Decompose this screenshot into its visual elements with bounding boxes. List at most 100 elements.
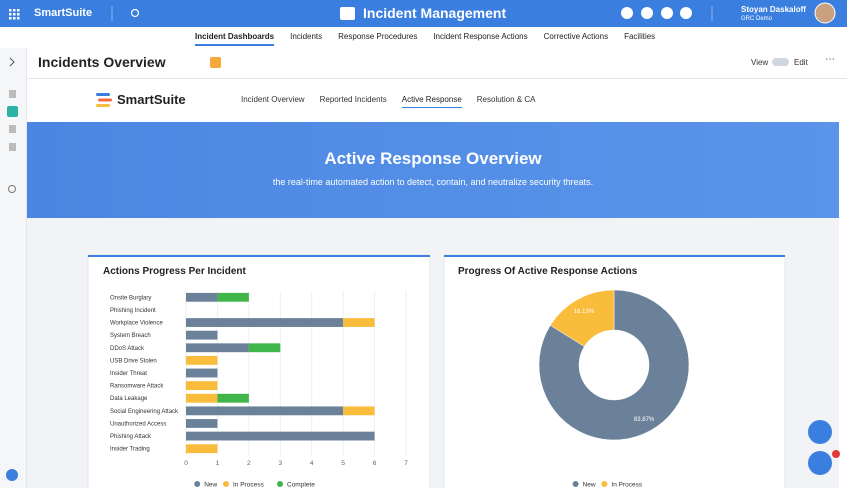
nav-icon[interactable] [9, 143, 16, 151]
pie-slice [550, 289, 615, 347]
sidebar [0, 48, 27, 488]
x-tick-label: 7 [404, 460, 408, 467]
chart-title: Actions Progress Per Incident [103, 266, 246, 277]
bar-segment [343, 318, 375, 327]
search-icon[interactable] [130, 8, 140, 18]
legend-label: New [204, 482, 217, 489]
bar-segment [186, 419, 218, 428]
bar-segment [217, 292, 249, 302]
legend-swatch [277, 481, 283, 487]
bar-segment [186, 343, 249, 353]
top-icons [9, 2, 836, 24]
y-tick-label: System Breach [110, 333, 151, 339]
y-tick-label: Ransomware Attack [110, 384, 164, 390]
bar-segment [186, 330, 218, 340]
y-tick-label: Unauthorized Access [110, 421, 166, 427]
chart-title: Progress Of Active Response Actions [458, 266, 638, 277]
grid-icon[interactable] [9, 9, 20, 20]
chat-badge [832, 450, 840, 458]
bar-segment [186, 368, 218, 378]
bar-segment [248, 343, 281, 353]
nav-item[interactable]: Facilities [624, 32, 656, 41]
bar-segment [186, 431, 375, 441]
y-tick-label: Workplace Violence [110, 321, 163, 327]
y-tick-label: Data Leakage [110, 396, 148, 402]
x-tick-label: 1 [216, 460, 220, 467]
x-tick-label: 0 [184, 460, 188, 467]
nav-item[interactable]: Incident Dashboards [195, 32, 275, 46]
y-tick-label: USB Drive Stolen [110, 358, 157, 364]
user-name[interactable]: Stoyan Daskaloff [741, 5, 806, 14]
legend-swatch [572, 481, 579, 487]
logo-mark [96, 93, 112, 107]
slice-label: 83.87% [634, 417, 655, 423]
top-bar: SmartSuite Incident Management Stoyan Da… [0, 0, 847, 27]
y-tick-label: Insider Trading [110, 447, 150, 453]
bar-segment [186, 318, 344, 327]
pie-slice [538, 289, 690, 441]
y-tick-label: Onsite Burglary [110, 295, 151, 301]
x-tick-label: 4 [310, 460, 314, 467]
collapse-icon[interactable] [9, 57, 15, 67]
legend-swatch [194, 481, 201, 487]
dashboard-tabs: Incident Overview Reported Incidents Activ… [241, 95, 535, 108]
app-title[interactable]: Incident Management [363, 5, 507, 21]
rss-icon[interactable] [210, 57, 221, 68]
nav-item[interactable]: Incident Response Actions [433, 32, 528, 41]
x-tick-label: 3 [278, 460, 282, 467]
y-tick-label: Social Engineering Attack [110, 409, 179, 415]
user-org: GRC Demo [741, 16, 773, 22]
nav-item[interactable]: Corrective Actions [543, 32, 609, 41]
header-actions[interactable] [621, 7, 692, 19]
banner-subtitle: the real-time automated action to detect… [272, 177, 594, 187]
nav-item[interactable]: Incidents [290, 32, 323, 41]
add-button[interactable] [6, 469, 18, 481]
dashboard-header: SmartSuite Incident Overview Reported Inc… [27, 79, 839, 122]
chat-button[interactable] [808, 451, 832, 475]
app-icon [340, 7, 355, 20]
bar-segment [186, 292, 218, 302]
nav-item[interactable]: Response Procedures [338, 32, 418, 41]
dashboard-tab[interactable]: Reported Incidents [319, 95, 387, 104]
x-tick-label: 2 [247, 460, 251, 467]
bar-segment [186, 355, 218, 365]
nav-icon-active[interactable] [7, 106, 18, 117]
edit-label: Edit [794, 58, 808, 67]
y-tick-label: Phishing Incident [110, 308, 156, 314]
legend-swatch [601, 481, 608, 487]
view-label: View [751, 58, 769, 67]
page-title: Incidents Overview [38, 54, 166, 70]
y-tick-label: Insider Threat [110, 371, 147, 377]
legend-label: In Process [233, 482, 264, 489]
brand: SmartSuite [34, 7, 93, 19]
x-tick-label: 6 [373, 460, 377, 467]
banner: Active Response Overview the real-time a… [27, 122, 839, 218]
ai-button[interactable] [808, 420, 832, 444]
bar-segment [186, 381, 218, 391]
legend-label: In Process [611, 482, 642, 489]
y-tick-label: DDoS Attack [110, 346, 145, 352]
bar-segment [186, 406, 344, 416]
nav-icon[interactable] [9, 125, 16, 133]
dashboard-tab[interactable]: Active Response [401, 95, 462, 108]
toggle[interactable] [772, 58, 789, 66]
nav-icon[interactable] [9, 90, 16, 98]
page-header: Incidents Overview View Edit ⋯ [27, 48, 847, 79]
legend-label: New [583, 482, 596, 489]
dashboard-tab[interactable]: Incident Overview [241, 95, 305, 104]
legend-swatch [223, 481, 229, 487]
nav-items: Incident Dashboards Incidents Response Pro… [195, 32, 655, 46]
bar-segment [186, 393, 218, 403]
avatar[interactable] [814, 2, 836, 24]
legend-label: Complete [287, 482, 315, 489]
y-tick-label: Phishing Attack [110, 434, 152, 440]
bar-segment [186, 444, 218, 454]
dashboard-brand: SmartSuite [117, 92, 186, 107]
x-tick-label: 5 [341, 460, 345, 467]
sidebar-icons [6, 57, 18, 481]
dashboard-tab[interactable]: Resolution & CA [476, 95, 536, 104]
more-menu[interactable]: ⋯ [825, 54, 835, 65]
help-icon[interactable] [8, 185, 16, 193]
